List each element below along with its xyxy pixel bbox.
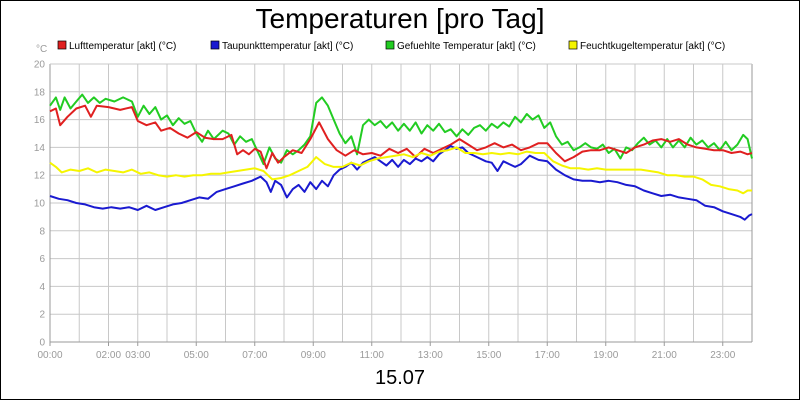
legend-label: Lufttemperatur [akt] (°C) <box>69 41 176 52</box>
x-tick-label: 07:00 <box>242 350 267 361</box>
legend-label: Taupunkttemperatur [akt] (°C) <box>222 41 353 52</box>
series-line <box>49 145 753 221</box>
x-tick-label: 19:00 <box>593 350 618 361</box>
y-tick-label: 18 <box>34 87 46 98</box>
x-tick-label: 11:00 <box>360 350 385 361</box>
y-tick-label: 8 <box>39 226 45 237</box>
series-line <box>49 146 752 195</box>
y-axis-unit-label: °C <box>36 44 47 55</box>
y-tick-label: 20 <box>34 60 46 71</box>
legend-swatch <box>568 40 578 50</box>
series-line <box>49 104 753 170</box>
x-tick-label: 02:00 <box>96 350 121 361</box>
y-tick-label: 10 <box>34 199 46 210</box>
x-tick-label: 03:00 <box>125 350 150 361</box>
y-tick-label: 14 <box>34 143 46 154</box>
y-tick-label: 16 <box>34 115 46 126</box>
x-tick-label: 21:00 <box>652 350 677 361</box>
y-tick-label: 0 <box>39 338 45 349</box>
x-tick-label: 00:00 <box>37 350 62 361</box>
x-tick-label: 15:00 <box>476 350 501 361</box>
legend-label: Gefuehlte Temperatur [akt] (°C) <box>397 41 536 52</box>
legend-swatch <box>57 40 67 50</box>
x-tick-label: 23:00 <box>710 350 735 361</box>
y-tick-label: 6 <box>39 254 45 265</box>
legend-swatch <box>210 40 220 50</box>
x-tick-label: 05:00 <box>184 350 209 361</box>
chart-title: Temperaturen [pro Tag] <box>255 3 545 34</box>
x-tick-label: 13:00 <box>418 350 443 361</box>
legend-swatch <box>385 40 395 50</box>
y-tick-label: 4 <box>39 282 45 293</box>
x-tick-label: 17:00 <box>535 350 560 361</box>
y-tick-label: 12 <box>34 171 46 182</box>
y-tick-label: 2 <box>39 310 45 321</box>
series-line <box>49 93 753 166</box>
legend-label: Feuchtkugeltemperatur [akt] (°C) <box>580 41 725 52</box>
x-axis-date-label: 15.07 <box>374 367 426 389</box>
x-tick-label: 09:00 <box>301 350 326 361</box>
